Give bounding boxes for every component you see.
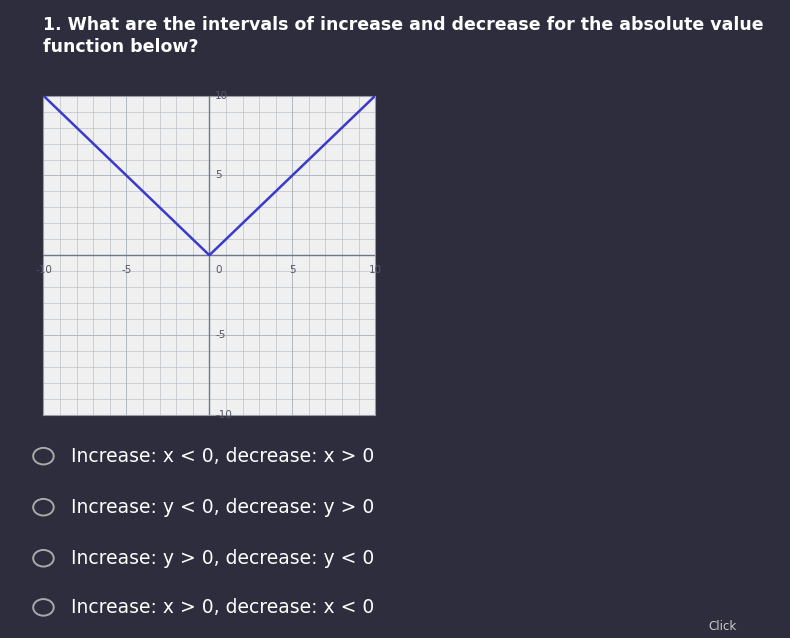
Text: 5: 5 (289, 265, 295, 275)
Text: 1. What are the intervals of increase and decrease for the absolute value: 1. What are the intervals of increase an… (43, 16, 764, 34)
Text: -5: -5 (215, 330, 225, 340)
Text: Increase: x < 0, decrease: x > 0: Increase: x < 0, decrease: x > 0 (71, 447, 374, 466)
Text: 10: 10 (215, 91, 228, 101)
Text: Increase: x > 0, decrease: x < 0: Increase: x > 0, decrease: x < 0 (71, 598, 374, 617)
Text: Click: Click (709, 620, 737, 633)
Text: -10: -10 (35, 265, 52, 275)
Text: -5: -5 (121, 265, 132, 275)
Text: 10: 10 (369, 265, 382, 275)
Text: 5: 5 (215, 170, 222, 181)
Text: 0: 0 (215, 265, 222, 275)
Text: -10: -10 (215, 410, 232, 420)
Text: Increase: y > 0, decrease: y < 0: Increase: y > 0, decrease: y < 0 (71, 549, 374, 568)
Text: function below?: function below? (43, 38, 199, 56)
Text: Increase: y < 0, decrease: y > 0: Increase: y < 0, decrease: y > 0 (71, 498, 374, 517)
